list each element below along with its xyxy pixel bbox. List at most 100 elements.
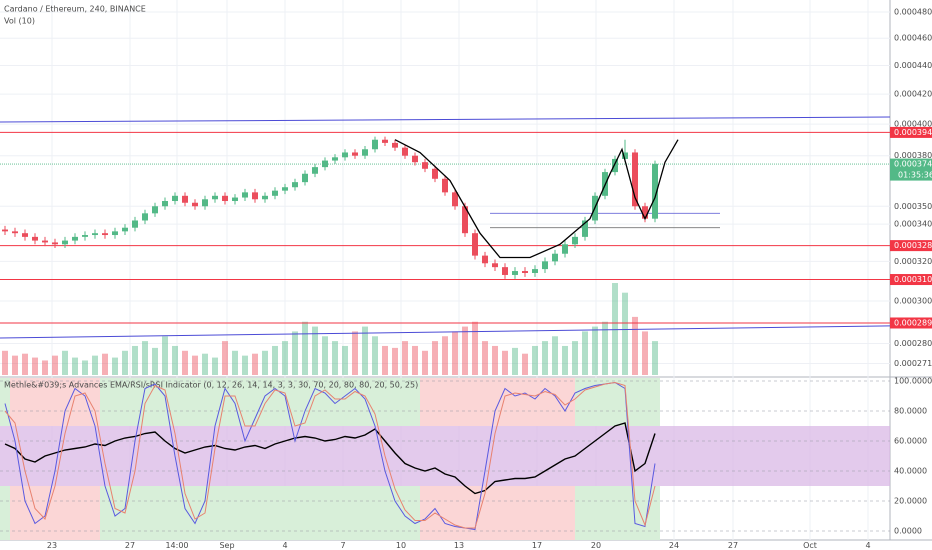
y-tick-label: 0.00044000 xyxy=(894,61,932,70)
state-region xyxy=(0,378,10,426)
volume-bar xyxy=(452,331,458,375)
y-tick-label: 0.00034000 xyxy=(894,220,932,229)
volume-bar xyxy=(402,341,408,375)
x-tick-label: 20 xyxy=(591,541,601,550)
candle-body xyxy=(622,152,628,159)
state-region xyxy=(100,486,420,540)
volume-bar xyxy=(412,345,418,375)
candle-body xyxy=(112,231,118,236)
y-tick-label: 0.00030000 xyxy=(894,297,932,306)
volume-bar xyxy=(272,345,278,375)
candle-body xyxy=(162,201,168,207)
volume-bar xyxy=(172,345,178,375)
volume-bar xyxy=(582,331,588,375)
y-tick-label: 0.00048000 xyxy=(894,8,932,17)
volume-bar xyxy=(372,336,378,375)
volume-bar xyxy=(192,355,198,375)
candle-body xyxy=(172,195,178,202)
candle-body xyxy=(582,220,588,237)
chart-title: Cardano / Ethereum, 240, BINANCE xyxy=(4,5,146,14)
y-tick-label: 80.0000 xyxy=(894,407,927,416)
x-tick-label: 13 xyxy=(454,541,464,550)
volume-bar xyxy=(562,345,568,375)
candle-body xyxy=(192,202,198,207)
countdown-label: 01:35:36 xyxy=(898,171,932,180)
volume-bar xyxy=(72,357,78,375)
y-tick-label: 40.0000 xyxy=(894,467,927,476)
x-tick-label: 7 xyxy=(340,541,345,550)
volume-bar xyxy=(422,350,428,375)
volume-bar xyxy=(302,321,308,375)
candle-body xyxy=(542,261,548,270)
indicator-line xyxy=(4,381,656,529)
candle-body xyxy=(242,192,248,198)
volume-bar xyxy=(282,341,288,375)
state-region xyxy=(420,378,575,426)
candle-body xyxy=(202,199,208,207)
y-tick-label: 20.0000 xyxy=(894,497,927,506)
candle-body xyxy=(532,269,538,273)
candle-body xyxy=(352,152,358,156)
y-tick-label: 0.00046000 xyxy=(894,34,932,43)
trend-line xyxy=(0,325,891,339)
volume-bar xyxy=(612,283,618,375)
volume-bar xyxy=(602,321,608,375)
candle-body xyxy=(12,231,18,234)
candle-body xyxy=(432,168,438,179)
volume-bar xyxy=(442,336,448,375)
candle-body xyxy=(272,190,278,196)
candle-body xyxy=(422,162,428,169)
candle-body xyxy=(642,206,648,219)
candle-body xyxy=(512,271,518,275)
candle-body xyxy=(72,236,78,241)
y-tick-label: 0.00032000 xyxy=(894,257,932,266)
candle-body xyxy=(212,195,218,200)
candle-body xyxy=(62,240,68,245)
candle-body xyxy=(122,227,128,232)
candle-body xyxy=(42,240,48,243)
volume-bar xyxy=(652,341,658,375)
candle-body xyxy=(132,220,138,228)
candle-body xyxy=(612,158,618,173)
indicator-line xyxy=(4,381,656,531)
candle-body xyxy=(82,235,88,237)
candle-body xyxy=(382,139,388,143)
volume-bar xyxy=(362,326,368,375)
level-label-box xyxy=(890,240,932,252)
candle-body xyxy=(152,206,158,214)
candle-body xyxy=(572,236,578,245)
volume-bar xyxy=(532,345,538,375)
volume-bar xyxy=(572,341,578,375)
candle-body xyxy=(562,244,568,254)
candle-body xyxy=(412,155,418,163)
x-tick-label: 14:00 xyxy=(165,541,188,550)
volume-bar xyxy=(502,350,508,375)
volume-bar xyxy=(322,336,328,375)
volume-bar xyxy=(12,355,18,375)
trend-line xyxy=(0,116,891,123)
candle-body xyxy=(502,267,508,275)
indicator-band xyxy=(0,426,890,486)
candle-body xyxy=(462,206,468,234)
volume-bar xyxy=(262,350,268,375)
x-tick-label: 23 xyxy=(47,541,57,550)
volume-bar xyxy=(592,326,598,375)
volume-bar xyxy=(32,357,38,375)
y-tick-label: 0.00040000 xyxy=(894,120,932,129)
volume-bar xyxy=(242,355,248,375)
volume-bar xyxy=(522,353,528,375)
y-tick-label: 0.00028000 xyxy=(894,339,932,348)
volume-bar xyxy=(542,341,548,375)
volume-bar xyxy=(552,336,558,375)
level-label: 0.00039466 xyxy=(894,128,932,137)
volume-bar xyxy=(92,355,98,375)
candle-body xyxy=(332,157,338,161)
y-tick-label: 100.0000 xyxy=(894,377,932,386)
candle-body xyxy=(402,147,408,156)
candle-body xyxy=(2,229,8,232)
y-tick-label: 0.00035000 xyxy=(894,202,932,211)
volume-bar xyxy=(462,326,468,375)
level-label: 0.00031068 xyxy=(894,275,932,284)
level-label: 0.00032830 xyxy=(894,241,932,250)
volume-bar xyxy=(162,336,168,375)
